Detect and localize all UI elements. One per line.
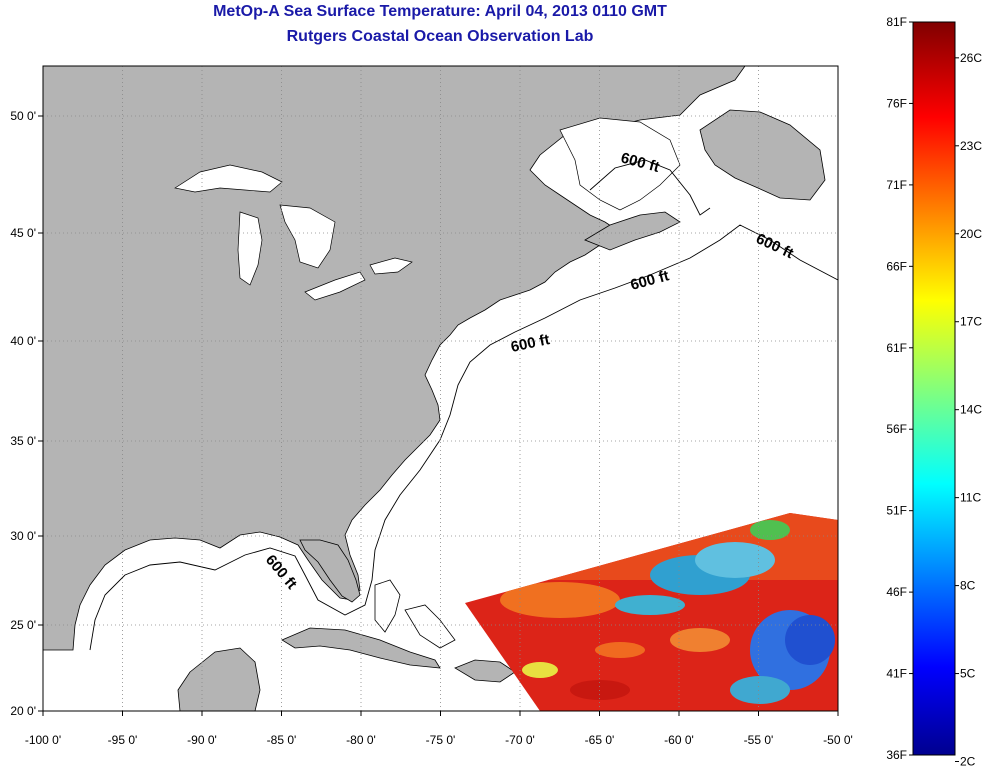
yucatan-land — [177, 647, 261, 711]
lake-superior — [174, 164, 283, 193]
colorbar-c-label: 14C — [960, 403, 982, 417]
lake-huron — [279, 204, 336, 269]
colorbar-c-label: 17C — [960, 315, 982, 329]
lat-tick-label: 45 0' — [10, 226, 36, 240]
lake-erie — [304, 271, 366, 301]
colorbar-f-label: 41F — [886, 667, 907, 681]
colorbar-c-label: 26C — [960, 51, 982, 65]
bahamas-outline — [374, 579, 456, 649]
map-subtitle: Rutgers Coastal Ocean Observation Lab — [286, 28, 594, 45]
colorbar-f-label: 36F — [886, 748, 907, 762]
colorbar-c-label: 11C — [960, 491, 981, 505]
colorbar-c-label: 2C — [960, 755, 976, 769]
gulf-st-lawrence — [559, 117, 681, 211]
colorbar-celsius-scale: 26C 23C 20C 17C 14C 11C 8C 5C 2C — [955, 51, 982, 769]
lon-tick-label: -80 0' — [346, 733, 376, 747]
colorbar-fahrenheit-scale: 81F 76F 71F 66F 61F 56F 51F 46F 41F 36F — [886, 15, 913, 762]
depth-contour-line — [589, 159, 711, 216]
lon-tick-label: -90 0' — [187, 733, 217, 747]
lat-tick-label: 50 0' — [10, 109, 36, 123]
lon-tick-label: -50 0' — [823, 733, 853, 747]
colorbar-f-label: 46F — [886, 585, 907, 599]
lon-tick-label: -75 0' — [426, 733, 456, 747]
colorbar-c-label: 8C — [960, 579, 976, 593]
colorbar-f-label: 71F — [886, 178, 907, 192]
longitude-axis: -100 0' -95 0' -90 0' -85 0' -80 0' -75 0' -70… — [25, 711, 853, 747]
cuba-land — [281, 627, 441, 669]
lon-tick-label: -100 0' — [25, 733, 61, 747]
colorbar-c-label: 20C — [960, 227, 982, 241]
graticule — [43, 66, 838, 711]
colorbar-f-label: 76F — [886, 96, 907, 110]
colorbar-f-label: 56F — [886, 422, 907, 436]
lon-tick-label: -85 0' — [267, 733, 297, 747]
colorbar-f-label: 51F — [886, 504, 907, 518]
colorbar-c-label: 5C — [960, 667, 976, 681]
lon-tick-label: -95 0' — [108, 733, 138, 747]
lat-tick-label: 25 0' — [10, 618, 36, 632]
latitude-axis: 50 0' 45 0' 40 0' 35 0' 30 0' 25 0' 20 0' — [10, 109, 43, 718]
lat-tick-label: 35 0' — [10, 434, 36, 448]
lon-tick-label: -60 0' — [664, 733, 694, 747]
nova-scotia-land — [584, 211, 681, 251]
colorbar-f-label: 61F — [886, 341, 907, 355]
lake-michigan — [237, 211, 263, 286]
lon-tick-label: -70 0' — [505, 733, 535, 747]
north-america-land — [43, 66, 746, 651]
lon-tick-label: -65 0' — [585, 733, 615, 747]
lon-tick-label: -55 0' — [744, 733, 774, 747]
lat-tick-label: 20 0' — [10, 704, 36, 718]
colorbar-c-label: 23C — [960, 139, 982, 153]
lat-tick-label: 40 0' — [10, 334, 36, 348]
depth-contour-line — [89, 224, 838, 651]
lake-ontario — [369, 257, 413, 275]
florida-land — [299, 539, 361, 603]
lat-tick-label: 30 0' — [10, 529, 36, 543]
colorbar-f-label: 81F — [886, 15, 907, 29]
newfoundland-land — [699, 109, 826, 201]
map-title: MetOp-A Sea Surface Temperature: April 0… — [213, 3, 667, 20]
colorbar — [912, 21, 956, 756]
colorbar-f-label: 66F — [886, 259, 907, 273]
